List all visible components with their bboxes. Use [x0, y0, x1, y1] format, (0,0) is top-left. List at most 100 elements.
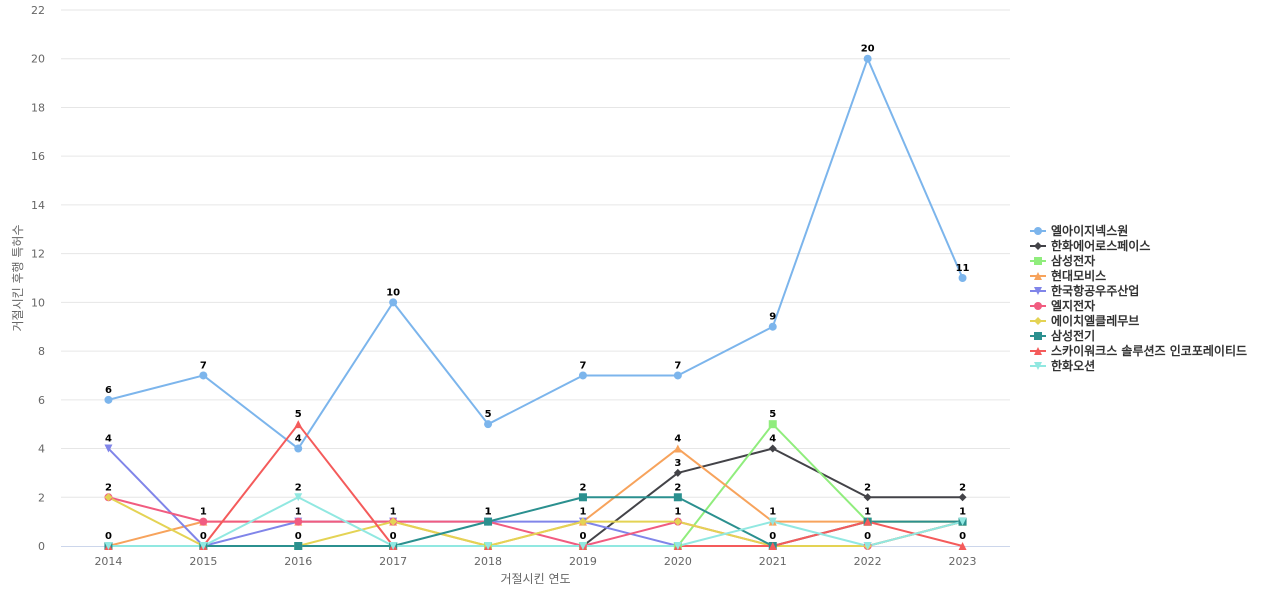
legend-item[interactable]: 엘지전자	[1030, 298, 1095, 313]
data-label: 1	[485, 507, 492, 518]
data-point	[199, 542, 208, 550]
series-markers	[104, 54, 967, 550]
legend-marker-icon	[1034, 227, 1042, 235]
legend-item[interactable]: 삼성전기	[1030, 328, 1095, 343]
legend-marker-icon	[1034, 242, 1042, 250]
legend-item[interactable]: 한국항공우주산업	[1030, 283, 1139, 298]
data-label: 2	[864, 482, 871, 493]
data-point	[104, 444, 113, 453]
data-point	[294, 444, 303, 453]
y-tick-label: 22	[31, 4, 45, 17]
data-label: 1	[390, 507, 397, 518]
x-tick-label: 2016	[284, 555, 312, 568]
legend-label: 현대모비스	[1051, 268, 1106, 283]
data-point	[863, 493, 872, 502]
series-line	[108, 496, 963, 547]
x-tick-label: 2019	[569, 555, 597, 568]
series-line	[108, 57, 964, 450]
legend-item[interactable]: 에이치엘클레무브	[1030, 313, 1139, 328]
y-tick-label: 20	[31, 53, 45, 66]
data-label: 11	[956, 263, 970, 274]
data-label: 0	[769, 531, 776, 542]
data-point	[294, 517, 303, 526]
data-label: 7	[579, 360, 586, 371]
legend-marker-icon	[1034, 302, 1042, 310]
series-1	[108, 57, 964, 450]
x-tick-label: 2014	[94, 555, 122, 568]
data-point	[863, 542, 872, 550]
series-lines	[107, 57, 964, 547]
data-point	[294, 542, 303, 550]
data-point	[294, 420, 303, 429]
x-tick-label: 2022	[854, 555, 882, 568]
legend-label: 한화에어로스페이스	[1051, 238, 1150, 253]
data-point	[673, 542, 682, 550]
series-10	[108, 496, 963, 547]
data-label: 5	[485, 409, 492, 420]
y-tick-label: 4	[38, 443, 45, 456]
legend-label: 엘아이지넥스원	[1051, 223, 1128, 238]
data-label: 1	[579, 507, 586, 518]
legend-marker-icon	[1034, 362, 1042, 370]
x-tick-label: 2023	[949, 555, 977, 568]
data-point	[578, 371, 587, 380]
data-point	[294, 493, 303, 502]
data-point	[863, 54, 872, 63]
data-point	[199, 517, 208, 526]
data-point	[768, 420, 777, 429]
x-tick-label: 2015	[189, 555, 217, 568]
y-tick-label: 6	[38, 394, 45, 407]
data-point	[768, 322, 777, 331]
data-point	[768, 517, 777, 526]
data-point	[673, 517, 682, 526]
y-tick-label: 10	[31, 296, 45, 309]
x-tick-label: 2018	[474, 555, 502, 568]
legend-item[interactable]: 스카이워크스 솔루션즈 인코포레이티드	[1030, 343, 1247, 358]
data-label: 5	[769, 409, 776, 420]
data-point	[863, 517, 872, 526]
legend-item[interactable]: 엘아이지넥스원	[1030, 223, 1128, 238]
data-point	[768, 542, 777, 550]
data-label: 6	[105, 385, 112, 396]
x-axis-title: 거절시킨 연도	[500, 572, 570, 586]
x-axis-ticks: 2014 2015 2016 2017 2018 2019 2020 2021 2022 2023	[94, 555, 976, 568]
data-point	[578, 493, 587, 502]
data-point	[104, 493, 113, 502]
data-point	[104, 542, 113, 550]
data-label: 2	[579, 482, 586, 493]
data-point	[768, 444, 777, 453]
legend-label: 삼성전기	[1051, 328, 1095, 343]
legend-item[interactable]: 한화에어로스페이스	[1030, 238, 1150, 253]
legend-item[interactable]: 삼성전자	[1030, 253, 1095, 268]
legend-marker-icon	[1034, 272, 1042, 280]
series-line	[108, 423, 963, 547]
y-tick-label: 2	[38, 491, 45, 504]
data-point	[578, 517, 587, 526]
data-label: 3	[674, 458, 681, 469]
data-point	[673, 444, 682, 453]
legend-marker-icon	[1034, 257, 1042, 265]
data-label: 4	[674, 434, 681, 445]
x-tick-label: 2021	[759, 555, 787, 568]
grid	[61, 9, 1010, 498]
data-label: 7	[674, 360, 681, 371]
legend-item[interactable]: 한화오션	[1030, 358, 1095, 373]
series-1-markers	[104, 54, 967, 453]
legend: 엘아이지넥스원한화에어로스페이스삼성전자현대모비스한국항공우주산업엘지전자에이치…	[1030, 223, 1247, 373]
data-point	[389, 542, 398, 550]
data-point	[673, 468, 682, 477]
legend-marker-icon	[1034, 287, 1042, 295]
data-point	[958, 542, 967, 550]
data-label: 1	[959, 507, 966, 518]
y-axis-ticks: 0 2 4 6 8 10 12 14 16 18 20 22	[31, 4, 45, 553]
data-label: 4	[295, 434, 302, 445]
data-label: 0	[864, 531, 871, 542]
data-point	[578, 542, 587, 550]
legend-label: 한국항공우주산업	[1051, 283, 1139, 298]
legend-label: 엘지전자	[1051, 298, 1095, 313]
x-tick-label: 2020	[664, 555, 692, 568]
legend-item[interactable]: 현대모비스	[1030, 268, 1106, 283]
data-label: 0	[295, 531, 302, 542]
